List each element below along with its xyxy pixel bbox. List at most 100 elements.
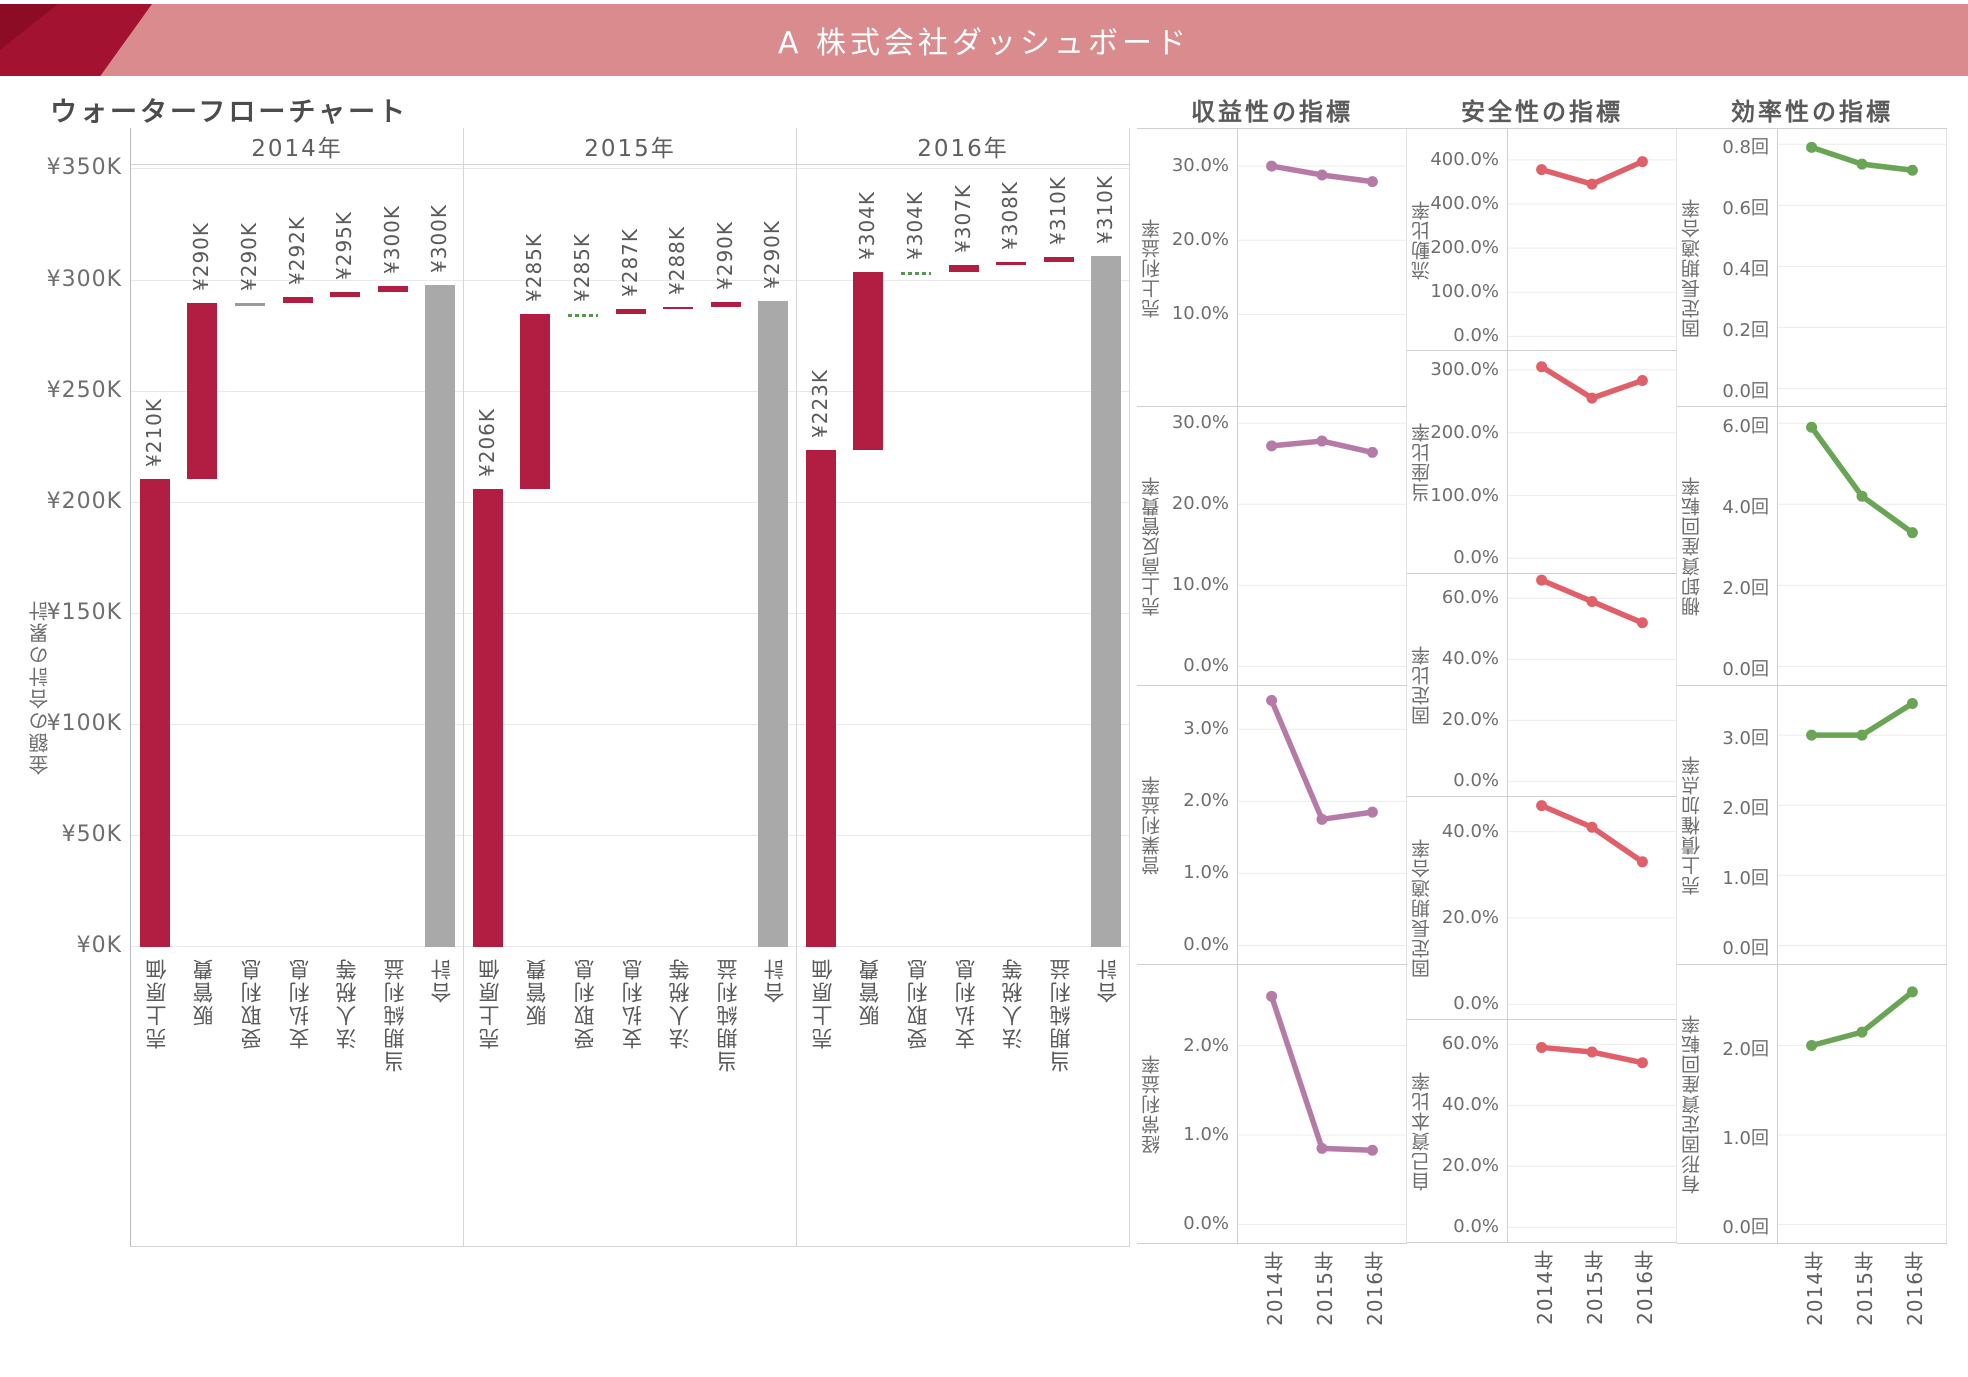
data-point[interactable]	[1536, 800, 1548, 812]
data-point[interactable]	[1536, 164, 1548, 176]
metric-plot[interactable]	[1777, 129, 1947, 406]
data-point[interactable]	[1636, 156, 1648, 168]
category-label: 販管費	[855, 957, 885, 1030]
data-point[interactable]	[1906, 698, 1918, 710]
data-point[interactable]	[1586, 392, 1598, 404]
data-point[interactable]	[1586, 178, 1598, 190]
metric-tick-label: 2.0回	[1722, 1038, 1769, 1060]
category-text: 売上原価	[477, 957, 502, 1049]
waterfall-bar[interactable]	[282, 297, 313, 303]
data-point[interactable]	[1806, 1040, 1818, 1052]
data-point[interactable]	[1806, 141, 1818, 153]
waterfall-bar[interactable]	[996, 262, 1027, 265]
metric-tick-label: 20.0%	[1171, 229, 1229, 251]
data-point[interactable]	[1536, 574, 1548, 586]
data-point[interactable]	[1366, 176, 1378, 188]
metric-plot[interactable]	[1507, 574, 1677, 796]
metric-plot[interactable]	[1777, 686, 1947, 964]
data-point[interactable]	[1856, 490, 1868, 502]
metric-plot[interactable]	[1507, 129, 1677, 350]
waterfall-bar[interactable]	[472, 489, 503, 947]
data-point[interactable]	[1366, 446, 1378, 458]
metric-tick-label: 30.0%	[1171, 412, 1229, 434]
data-point[interactable]	[1586, 595, 1598, 607]
category-text: 合計	[763, 957, 788, 1003]
metric-tick-label: 400.0%	[1430, 193, 1499, 214]
data-point[interactable]	[1316, 169, 1328, 181]
metric-plot[interactable]	[1507, 1020, 1677, 1242]
waterfall-bar[interactable]	[567, 313, 598, 317]
waterfall-bar[interactable]	[377, 285, 408, 292]
metric-plot[interactable]	[1237, 686, 1407, 964]
data-point[interactable]	[1856, 1026, 1868, 1038]
data-point[interactable]	[1906, 164, 1918, 176]
data-point[interactable]	[1856, 729, 1868, 741]
data-point[interactable]	[1806, 729, 1818, 741]
trend-line	[1538, 802, 1646, 865]
metric-tick-area: 6.0回 4.0回 2.0回 0.0回	[1705, 407, 1777, 685]
bar-value-label: ¥308K	[998, 181, 1022, 254]
metric-plot[interactable]	[1507, 351, 1677, 573]
waterfall-bar[interactable]	[853, 271, 884, 451]
metric-plot[interactable]	[1507, 797, 1677, 1019]
data-point[interactable]	[1636, 856, 1648, 868]
data-point[interactable]	[1366, 806, 1378, 818]
bar-value-text: ¥223K	[807, 369, 832, 439]
waterfall-bar[interactable]	[710, 301, 741, 307]
data-point[interactable]	[1856, 158, 1868, 170]
metric-plot[interactable]	[1237, 129, 1407, 406]
data-point[interactable]	[1806, 421, 1818, 433]
metric-chart-row: 有形固定資産回転率 2.0回 1.0回 0.0回	[1677, 965, 1947, 1244]
bar-value-label: ¥295K	[332, 211, 356, 284]
data-point[interactable]	[1316, 1142, 1328, 1154]
metric-plot[interactable]	[1237, 965, 1407, 1243]
waterfall-bar[interactable]	[139, 479, 170, 947]
waterfall-bar[interactable]	[805, 450, 836, 947]
data-point[interactable]	[1266, 694, 1278, 706]
data-point[interactable]	[1906, 527, 1918, 539]
bar-value-label: ¥210K	[142, 398, 166, 471]
data-point[interactable]	[1266, 990, 1278, 1002]
waterfall-bar[interactable]	[1091, 256, 1122, 947]
data-point[interactable]	[1636, 617, 1648, 629]
data-point[interactable]	[1316, 813, 1328, 825]
metric-column-title: 安全性の指標	[1461, 97, 1623, 126]
waterfall-bar[interactable]	[615, 308, 646, 314]
waterfall-bar[interactable]	[900, 271, 931, 275]
bar-value-label: ¥223K	[808, 369, 832, 442]
waterfall-bar[interactable]	[758, 301, 789, 947]
metric-plot[interactable]	[1237, 407, 1407, 685]
metric-plot[interactable]	[1777, 407, 1947, 685]
metric-plot[interactable]	[1777, 965, 1947, 1243]
waterfall-bar[interactable]	[948, 264, 979, 272]
data-point[interactable]	[1266, 440, 1278, 452]
waterfall-bar[interactable]	[425, 285, 456, 947]
waterfall-bar[interactable]	[330, 291, 361, 298]
data-point[interactable]	[1316, 435, 1328, 447]
metric-row-label: 経常利益率	[1137, 965, 1165, 1243]
gridline	[131, 723, 1130, 725]
trend-chart-svg	[1778, 698, 1946, 946]
data-point[interactable]	[1586, 821, 1598, 833]
waterfall-bar[interactable]	[1043, 257, 1074, 263]
metric-columns: 収益性の指標 売上利益率 30.0% 20.0% 10.0% 売上高反管費率 30.0% 20…	[1137, 84, 1947, 1354]
data-point[interactable]	[1536, 1041, 1548, 1053]
waterfall-bar[interactable]	[520, 313, 551, 490]
data-point[interactable]	[1536, 361, 1548, 373]
data-point[interactable]	[1636, 375, 1648, 387]
bar-value-label: ¥300K	[427, 204, 451, 277]
data-point[interactable]	[1586, 1046, 1598, 1058]
data-point[interactable]	[1636, 1057, 1648, 1069]
header-bar: A 株式会社ダッシュボード	[0, 4, 1968, 76]
category-text: 支払利息	[287, 957, 312, 1049]
metric-tick-label: 0.0%	[1453, 547, 1499, 569]
data-point[interactable]	[1266, 160, 1278, 172]
metric-chart-row: 自己資本比率 60.0% 40.0% 20.0% 0.0%	[1407, 1020, 1677, 1243]
data-point[interactable]	[1366, 1144, 1378, 1156]
waterfall-bar[interactable]	[187, 302, 218, 480]
data-point[interactable]	[1906, 986, 1918, 998]
x-year-label: 2016年	[1630, 1249, 1659, 1329]
waterfall-bar[interactable]	[663, 306, 694, 309]
waterfall-bar[interactable]	[234, 302, 265, 306]
